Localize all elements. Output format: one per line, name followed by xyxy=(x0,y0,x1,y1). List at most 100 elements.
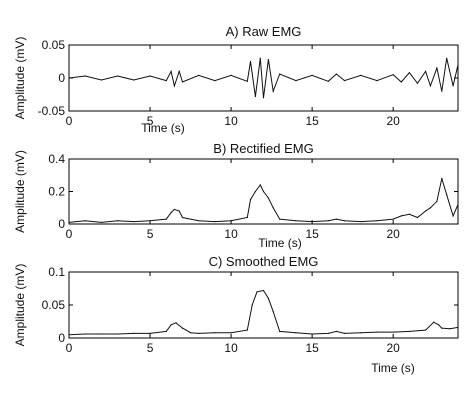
data-point xyxy=(279,330,281,332)
data-point xyxy=(256,291,258,293)
data-point xyxy=(149,75,151,77)
data-point xyxy=(441,177,443,180)
data-point xyxy=(279,218,281,220)
x-tick-label: 20 xyxy=(386,341,400,355)
data-point xyxy=(424,210,427,212)
signal-line-2-0 xyxy=(68,289,459,336)
signal-line-0-0 xyxy=(68,58,459,98)
data-point xyxy=(117,220,119,222)
data-point xyxy=(343,332,346,334)
x-axis-label-0: Time (s) xyxy=(141,121,185,135)
data-point xyxy=(376,80,378,82)
data-point xyxy=(327,332,329,334)
data-point xyxy=(429,207,432,209)
data-point xyxy=(327,80,329,82)
data-point xyxy=(262,190,265,193)
data-point xyxy=(173,208,175,210)
data-point xyxy=(214,80,216,82)
data-point xyxy=(408,72,410,74)
data-point xyxy=(335,73,338,75)
data-point xyxy=(424,70,427,72)
data-point xyxy=(178,70,180,72)
data-point xyxy=(392,331,394,333)
data-point xyxy=(400,215,402,217)
data-point xyxy=(259,184,261,186)
data-point xyxy=(246,80,248,82)
x-tick-label: 5 xyxy=(147,227,154,241)
signal-line-1-0 xyxy=(68,178,459,223)
data-point xyxy=(117,75,119,77)
data-point xyxy=(254,190,256,193)
data-point xyxy=(230,220,232,222)
data-point xyxy=(175,322,177,324)
chart-title-0: A) Raw EMG xyxy=(226,24,302,39)
data-point xyxy=(424,329,427,331)
data-point xyxy=(68,221,70,223)
data-point xyxy=(68,334,70,336)
data-point xyxy=(360,220,362,223)
data-point xyxy=(457,203,459,206)
data-point xyxy=(84,75,86,77)
x-tick-label: 20 xyxy=(386,227,400,241)
data-point xyxy=(408,213,410,215)
data-point xyxy=(457,64,459,66)
data-point xyxy=(449,328,451,330)
data-point xyxy=(262,97,265,99)
y-tick-label: 0.4 xyxy=(48,152,65,166)
data-point xyxy=(272,207,274,209)
data-point xyxy=(170,324,172,326)
x-tick-label: 0 xyxy=(66,227,73,241)
data-point xyxy=(133,220,135,223)
data-point xyxy=(198,332,200,334)
data-point xyxy=(100,221,103,223)
data-point xyxy=(165,80,167,82)
data-point xyxy=(392,218,394,220)
data-point xyxy=(335,218,338,220)
data-point xyxy=(272,90,274,92)
y-tick-label: -0.05 xyxy=(38,104,66,118)
data-point xyxy=(165,218,167,220)
y-tick-label: 0 xyxy=(58,71,65,85)
data-point xyxy=(230,74,232,76)
y-tick-label: 0.1 xyxy=(48,265,65,279)
chart-title-2: C) Smoothed EMG xyxy=(209,254,319,269)
data-point xyxy=(198,220,200,222)
data-point xyxy=(446,194,448,196)
data-point xyxy=(279,73,281,75)
y-tick-label: 0 xyxy=(58,217,65,231)
data-point xyxy=(327,220,329,222)
y-tick-label: 0.05 xyxy=(42,298,66,312)
data-point xyxy=(246,329,248,331)
data-point xyxy=(133,79,135,81)
data-point xyxy=(392,74,394,76)
data-point xyxy=(84,220,86,222)
data-point xyxy=(360,74,362,76)
data-point xyxy=(214,332,216,334)
data-point xyxy=(117,333,119,335)
data-point xyxy=(230,332,232,334)
data-point xyxy=(441,90,443,92)
data-point xyxy=(178,210,180,212)
data-point xyxy=(441,327,443,329)
x-tick-label: 0 xyxy=(66,341,73,355)
data-point xyxy=(343,80,346,82)
data-point xyxy=(249,60,252,63)
data-point xyxy=(267,297,269,299)
chart-title-1: B) Rectified EMG xyxy=(213,141,313,156)
y-axis-label-2: Amplitude (mV) xyxy=(13,264,27,347)
data-point xyxy=(446,57,448,59)
data-point xyxy=(295,80,297,82)
y-axis-label-1: Amplitude (mV) xyxy=(13,150,27,233)
data-point xyxy=(376,220,378,222)
data-point xyxy=(272,311,274,313)
data-point xyxy=(360,332,362,334)
x-tick-label: 15 xyxy=(305,227,319,241)
x-axis-label-1: Time (s) xyxy=(258,236,302,250)
data-point xyxy=(149,220,151,222)
data-point xyxy=(408,330,410,332)
data-point xyxy=(100,79,103,81)
data-point xyxy=(376,331,378,333)
data-point xyxy=(267,197,269,199)
data-point xyxy=(295,332,297,334)
